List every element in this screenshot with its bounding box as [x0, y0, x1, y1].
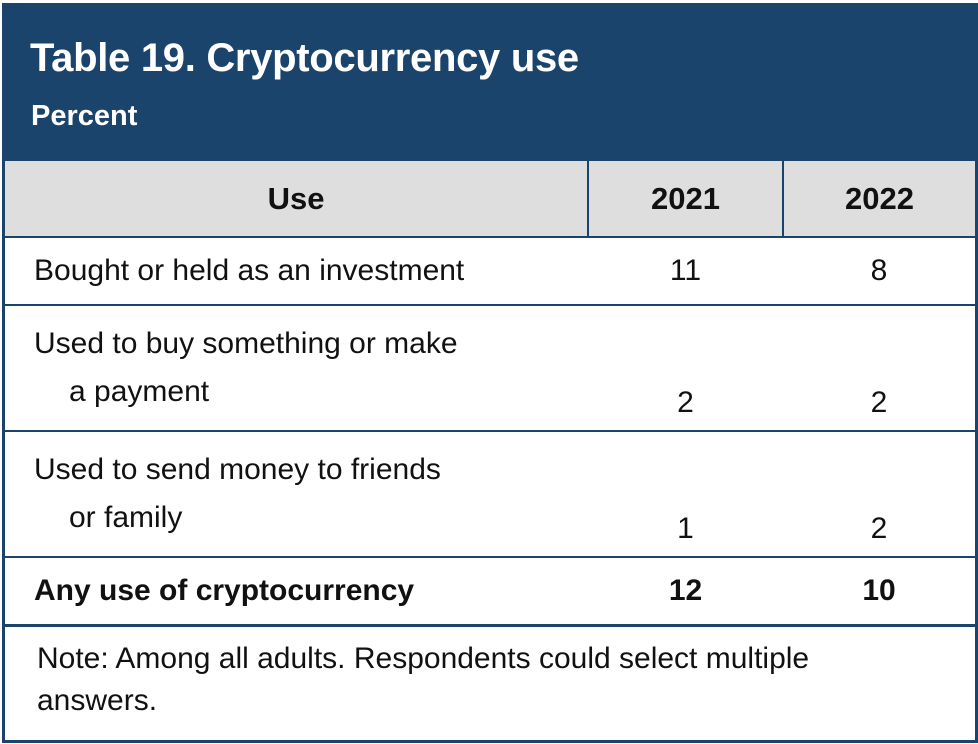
- total-2022: 10: [783, 557, 975, 627]
- column-header-use: Use: [5, 161, 588, 238]
- table-frame: Table 19. Cryptocurrency use Percent Use…: [2, 3, 978, 743]
- row-label: Used to send money to friends or family: [5, 431, 588, 558]
- table-subtitle: Percent: [31, 100, 138, 132]
- cryptocurrency-table: Use 2021 2022 Bought or held as an inves…: [5, 161, 975, 627]
- row-label-line: Used to buy something or make: [34, 327, 458, 360]
- table-row: Bought or held as an investment 11 8: [5, 237, 975, 306]
- table-note: Note: Among all adults. Respondents coul…: [37, 642, 810, 717]
- table-header: Table 19. Cryptocurrency use Percent: [5, 6, 975, 161]
- total-label: Any use of cryptocurrency: [5, 557, 588, 627]
- column-header-2022: 2022: [783, 161, 975, 238]
- cell-2021: 11: [588, 237, 783, 306]
- row-label-continuation: a payment: [69, 375, 210, 408]
- column-header-2021: 2021: [587, 161, 784, 238]
- row-label-continuation: or family: [69, 501, 183, 534]
- row-label: Used to buy something or make a payment: [5, 305, 588, 432]
- total-row: Any use of cryptocurrency 12 10: [5, 557, 975, 627]
- cell-2021: 1: [588, 431, 783, 558]
- row-label: Bought or held as an investment: [5, 237, 588, 306]
- cell-2021: 2: [588, 305, 783, 432]
- total-2021: 12: [588, 557, 783, 627]
- table-row: Used to send money to friends or family …: [5, 431, 975, 558]
- column-header-row: Use 2021 2022: [5, 161, 975, 238]
- table-title: Table 19. Cryptocurrency use: [30, 36, 579, 80]
- cell-2022: 8: [783, 237, 975, 306]
- cell-2022: 2: [783, 305, 975, 432]
- row-label-line: Bought or held as an investment: [34, 254, 465, 287]
- cell-2022: 2: [783, 431, 975, 558]
- row-label-line: Used to send money to friends: [34, 453, 441, 486]
- table-row: Used to buy something or make a payment …: [5, 305, 975, 432]
